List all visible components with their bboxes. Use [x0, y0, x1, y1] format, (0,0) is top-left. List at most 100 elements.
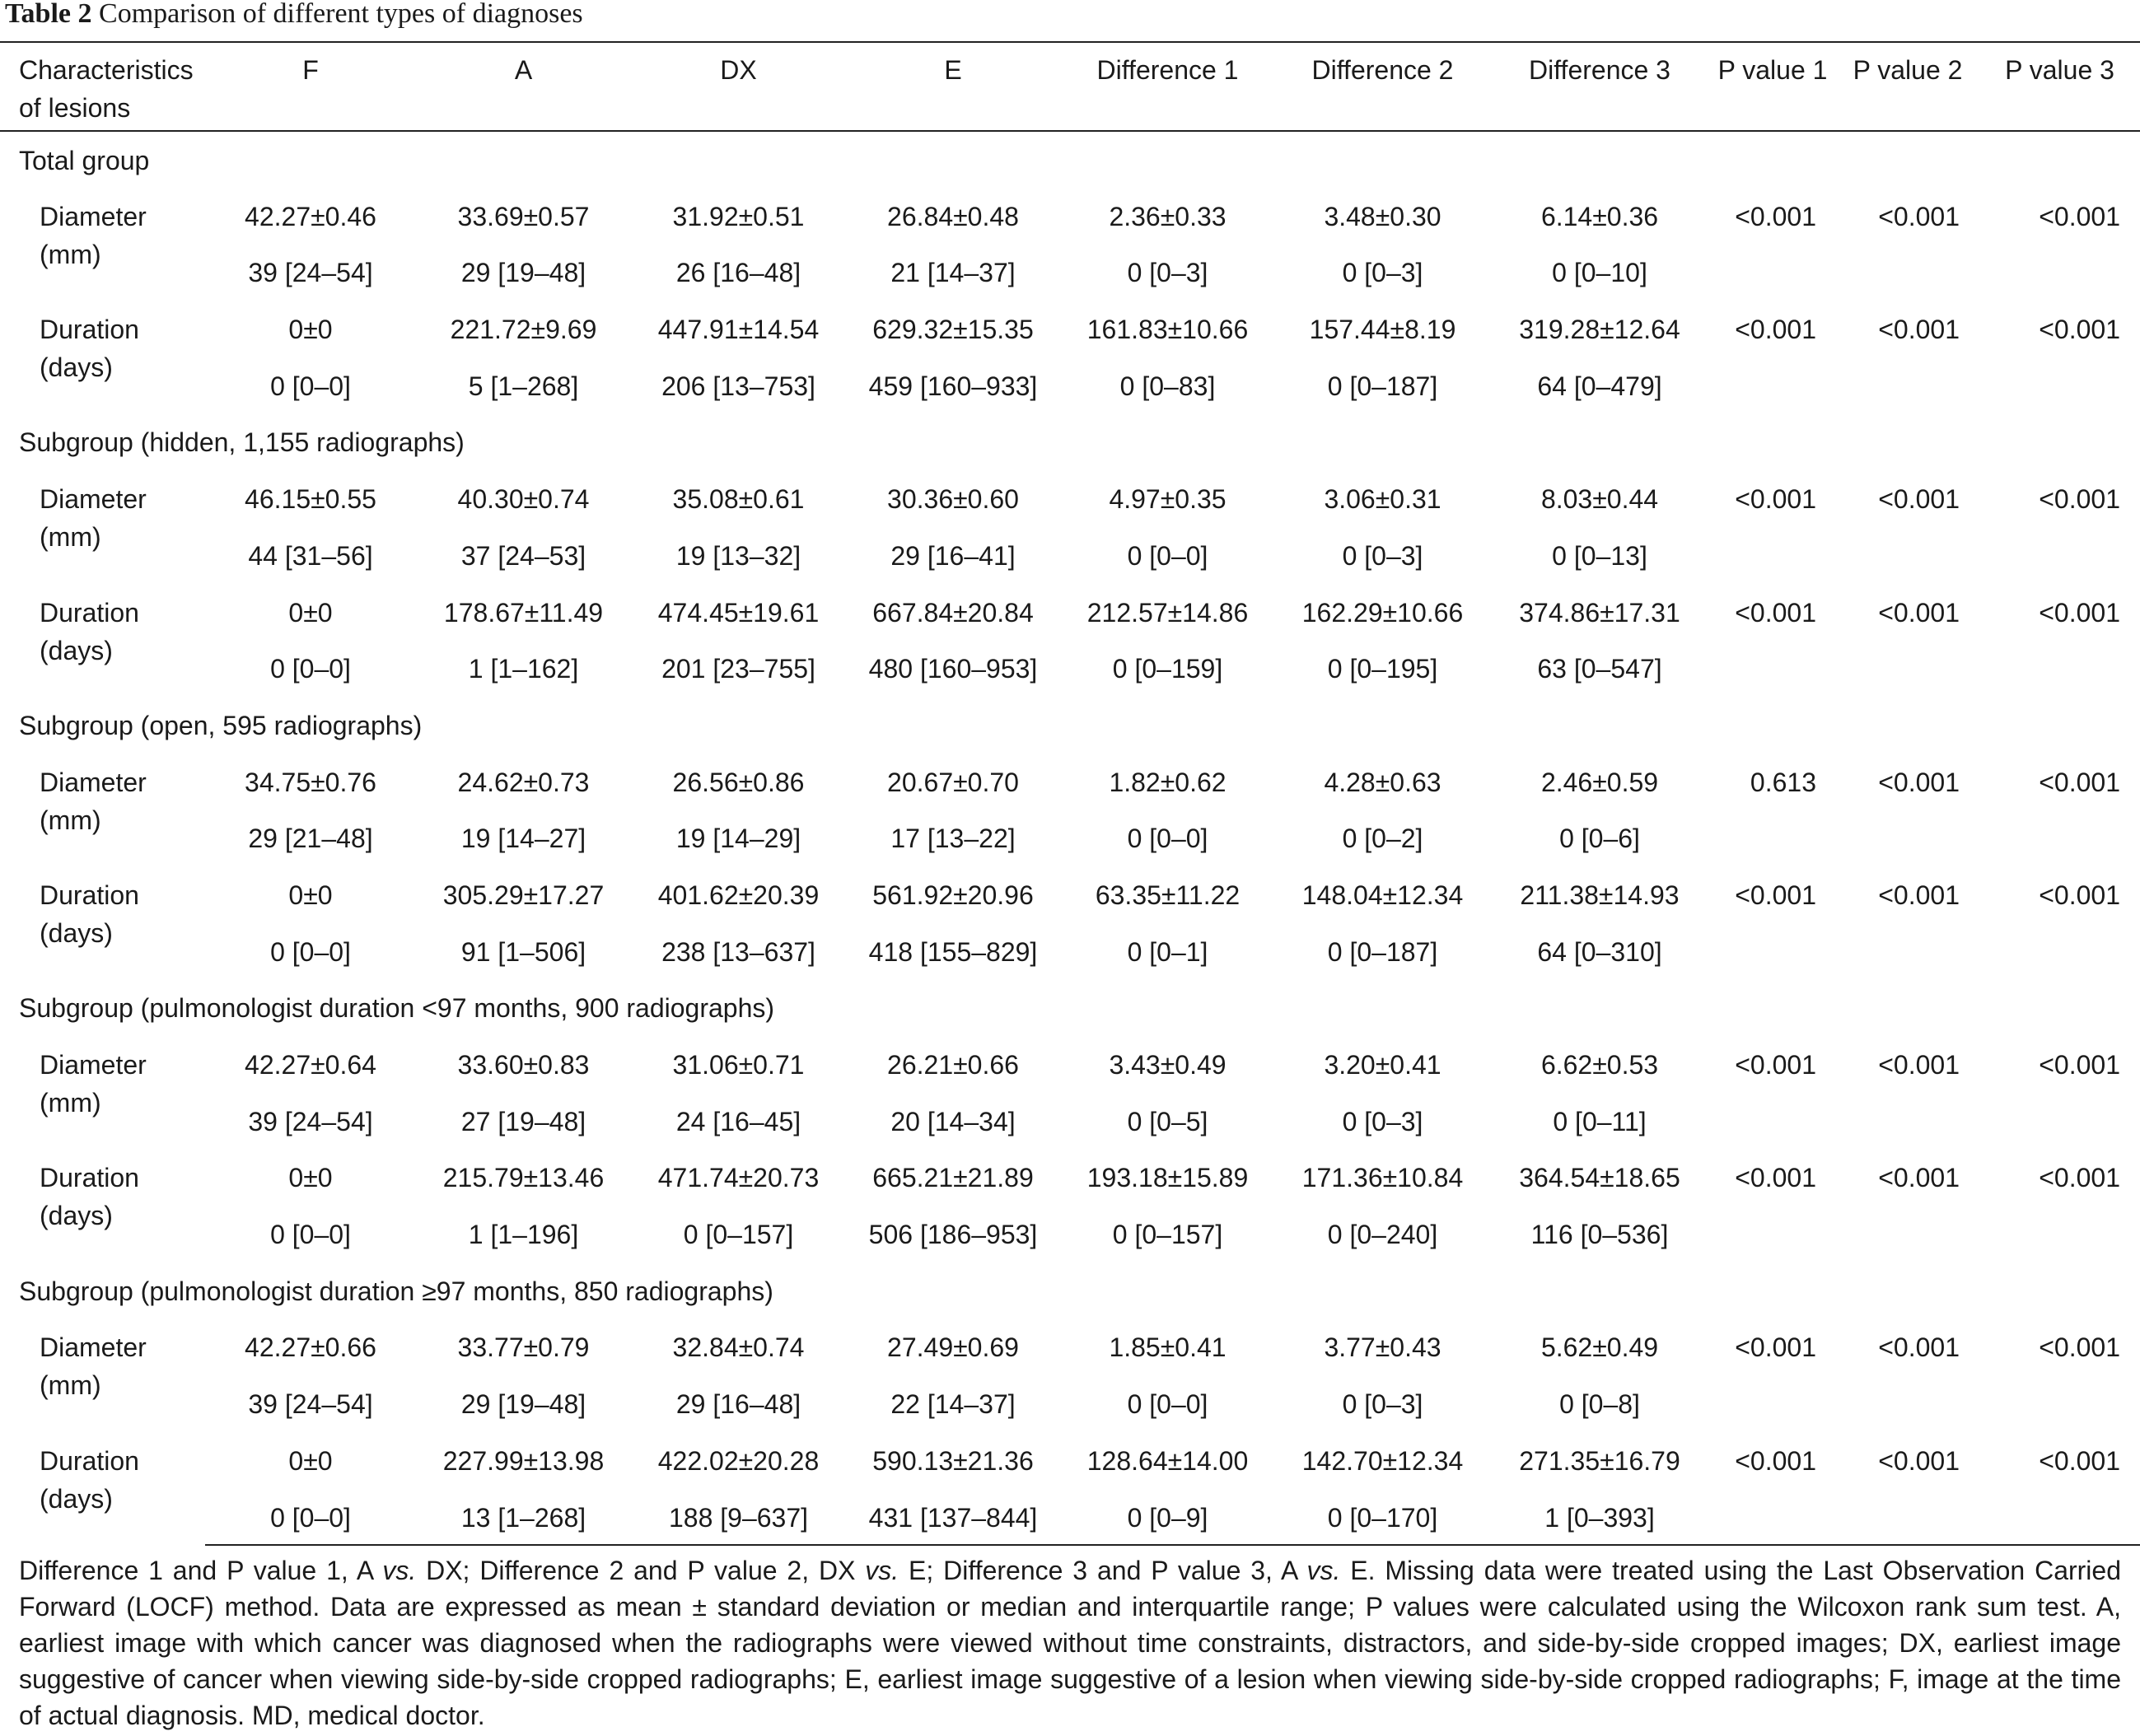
cell: 4.28±0.63: [1324, 767, 1441, 797]
cell: 212.57±14.86: [1086, 597, 1249, 628]
cell: 3.43±0.49: [1109, 1050, 1227, 1080]
table-head: Characteristics of lesions F A DX E Differenc…: [0, 41, 2140, 132]
column-header: P value 1: [1709, 41, 1836, 132]
cell: 39 [24–54]: [248, 1389, 373, 1420]
mean-row: Diameter (mm) 42.27±0.64 33.60±0.83 31.06±0…: [0, 1036, 2140, 1118]
measure-label: Diameter (mm): [40, 1050, 147, 1118]
cell: <0.001: [1878, 201, 1960, 231]
section-title: Subgroup (pulmonologist duration ≥97 mon…: [19, 1276, 773, 1306]
cell: 474.45±19.61: [657, 597, 820, 628]
mean-row: Duration (days) 0±0 178.67±11.49 474.45±19.…: [0, 584, 2140, 665]
empty-cell: [1836, 1488, 1979, 1547]
section-row: Total group: [0, 131, 2140, 188]
cell: 0 [0–5]: [1127, 1106, 1208, 1136]
cell: 0 [0–170]: [1275, 1488, 1490, 1547]
cell: 227.99±13.98: [442, 1445, 605, 1476]
cell: 0±0: [288, 315, 333, 345]
column-header: E: [846, 41, 1060, 132]
empty-cell: [1836, 1375, 1979, 1432]
cell: 0 [0–1]: [1127, 936, 1208, 967]
mean-row: Diameter (mm) 34.75±0.76 24.62±0.73 26.56±0…: [0, 754, 2140, 835]
cell: 64 [0–310]: [1537, 936, 1662, 967]
cell: 1.85±0.41: [1109, 1332, 1227, 1363]
cell: <0.001: [1735, 1050, 1816, 1080]
cell: 116 [0–536]: [1530, 1220, 1669, 1250]
cell: 0 [0–3]: [1127, 258, 1208, 288]
cell: 0 [0–159]: [1112, 654, 1223, 684]
footnote-text: vs.: [865, 1556, 899, 1586]
cell: 42.27±0.46: [245, 201, 376, 231]
table-title: Table 2 Comparison of different types of…: [0, 0, 2140, 41]
cell: 0 [0–0]: [205, 1488, 416, 1547]
cell: 0 [0–0]: [1127, 1389, 1208, 1420]
column-header: Difference 3: [1490, 41, 1709, 132]
empty-cell: [1836, 527, 1979, 584]
cell: <0.001: [2039, 1332, 2120, 1363]
cell: 422.02±20.28: [657, 1445, 820, 1476]
cell: 0 [0–3]: [1342, 258, 1423, 288]
cell: 162.29±10.66: [1301, 597, 1464, 628]
cell: 0 [0–0]: [270, 654, 351, 684]
median-row: 0 [0–0] 5 [1–268] 206 [13–753] 459 [160–933…: [0, 357, 2140, 414]
cell: 2.46±0.59: [1540, 767, 1659, 797]
cell: 0 [0–11]: [1553, 1106, 1647, 1136]
cell: 63.35±11.22: [1095, 880, 1241, 910]
column-header: F: [205, 41, 416, 132]
cell: 0 [0–6]: [1559, 824, 1640, 854]
table-caption: Comparison of different types of diagnos…: [99, 0, 583, 29]
cell: 1 [1–162]: [468, 654, 579, 684]
cell: 19 [14–27]: [460, 824, 586, 854]
column-header: Difference 2: [1275, 41, 1490, 132]
cell: 0 [0–157]: [683, 1220, 794, 1250]
cell: 40.30±0.74: [457, 484, 590, 515]
empty-cell: [1979, 923, 2140, 980]
measure-label: Diameter (mm): [40, 1332, 147, 1401]
footnote-text: Difference 1 and P value 1, A: [19, 1556, 383, 1586]
median-row: 0 [0–0] 91 [1–506] 238 [13–637] 418 [155–82…: [0, 923, 2140, 980]
footnote-text: E. Missing data were treated using the L…: [19, 1556, 2122, 1731]
cell: 0±0: [288, 1163, 333, 1193]
cell: 39 [24–54]: [248, 258, 373, 288]
cell: <0.001: [2039, 767, 2120, 797]
cell: 215.79±13.46: [442, 1163, 605, 1193]
cell: 6.62±0.53: [1540, 1050, 1659, 1080]
cell: 0 [0–0]: [270, 936, 351, 967]
cell: 188 [9–637]: [631, 1488, 846, 1547]
measure-label: Duration (days): [40, 1445, 139, 1514]
cell: 211.38±14.93: [1520, 880, 1680, 910]
cell: 142.70±12.34: [1301, 1445, 1464, 1476]
cell: <0.001: [1878, 1163, 1960, 1193]
column-header: A: [416, 41, 631, 132]
cell: 0±0: [288, 597, 333, 628]
cell: <0.001: [1878, 1332, 1960, 1363]
cell: 1.82±0.62: [1109, 767, 1227, 797]
cell: 13 [1–268]: [416, 1488, 631, 1547]
cell: 0 [0–2]: [1342, 824, 1423, 854]
empty-cell: [1979, 1375, 2140, 1432]
mean-row: Diameter (mm) 42.27±0.66 33.77±0.79 32.84±0…: [0, 1318, 2140, 1400]
cell: 32.84±0.74: [672, 1332, 805, 1363]
column-header: Difference 1: [1060, 41, 1275, 132]
empty-cell: [1836, 1093, 1979, 1150]
section-title: Subgroup (pulmonologist duration <97 mon…: [19, 993, 775, 1024]
cell: 39 [24–54]: [248, 1106, 373, 1136]
cell: 5.62±0.49: [1540, 1332, 1659, 1363]
cell: <0.001: [1735, 201, 1816, 231]
empty-cell: [1709, 1093, 1836, 1150]
footnote-text: vs.: [382, 1556, 417, 1586]
cell: 33.60±0.83: [457, 1050, 590, 1080]
cell: 24 [16–45]: [675, 1106, 801, 1136]
cell: 418 [155–829]: [868, 936, 1038, 967]
measure-label: Diameter (mm): [40, 767, 147, 835]
cell: 3.77±0.43: [1324, 1332, 1441, 1363]
cell: <0.001: [2039, 880, 2120, 910]
cell: 26 [16–48]: [675, 258, 801, 288]
cell: 0 [0–10]: [1552, 258, 1647, 288]
cell: 29 [19–48]: [460, 258, 586, 288]
cell: 157.44±8.19: [1309, 315, 1456, 345]
cell: 374.86±17.31: [1519, 597, 1680, 628]
section-title: Subgroup (hidden, 1,155 radiographs): [19, 427, 465, 458]
cell: 0 [0–157]: [1112, 1220, 1223, 1250]
measure-label: Diameter (mm): [40, 201, 147, 269]
column-header: P value 3: [1979, 41, 2140, 132]
